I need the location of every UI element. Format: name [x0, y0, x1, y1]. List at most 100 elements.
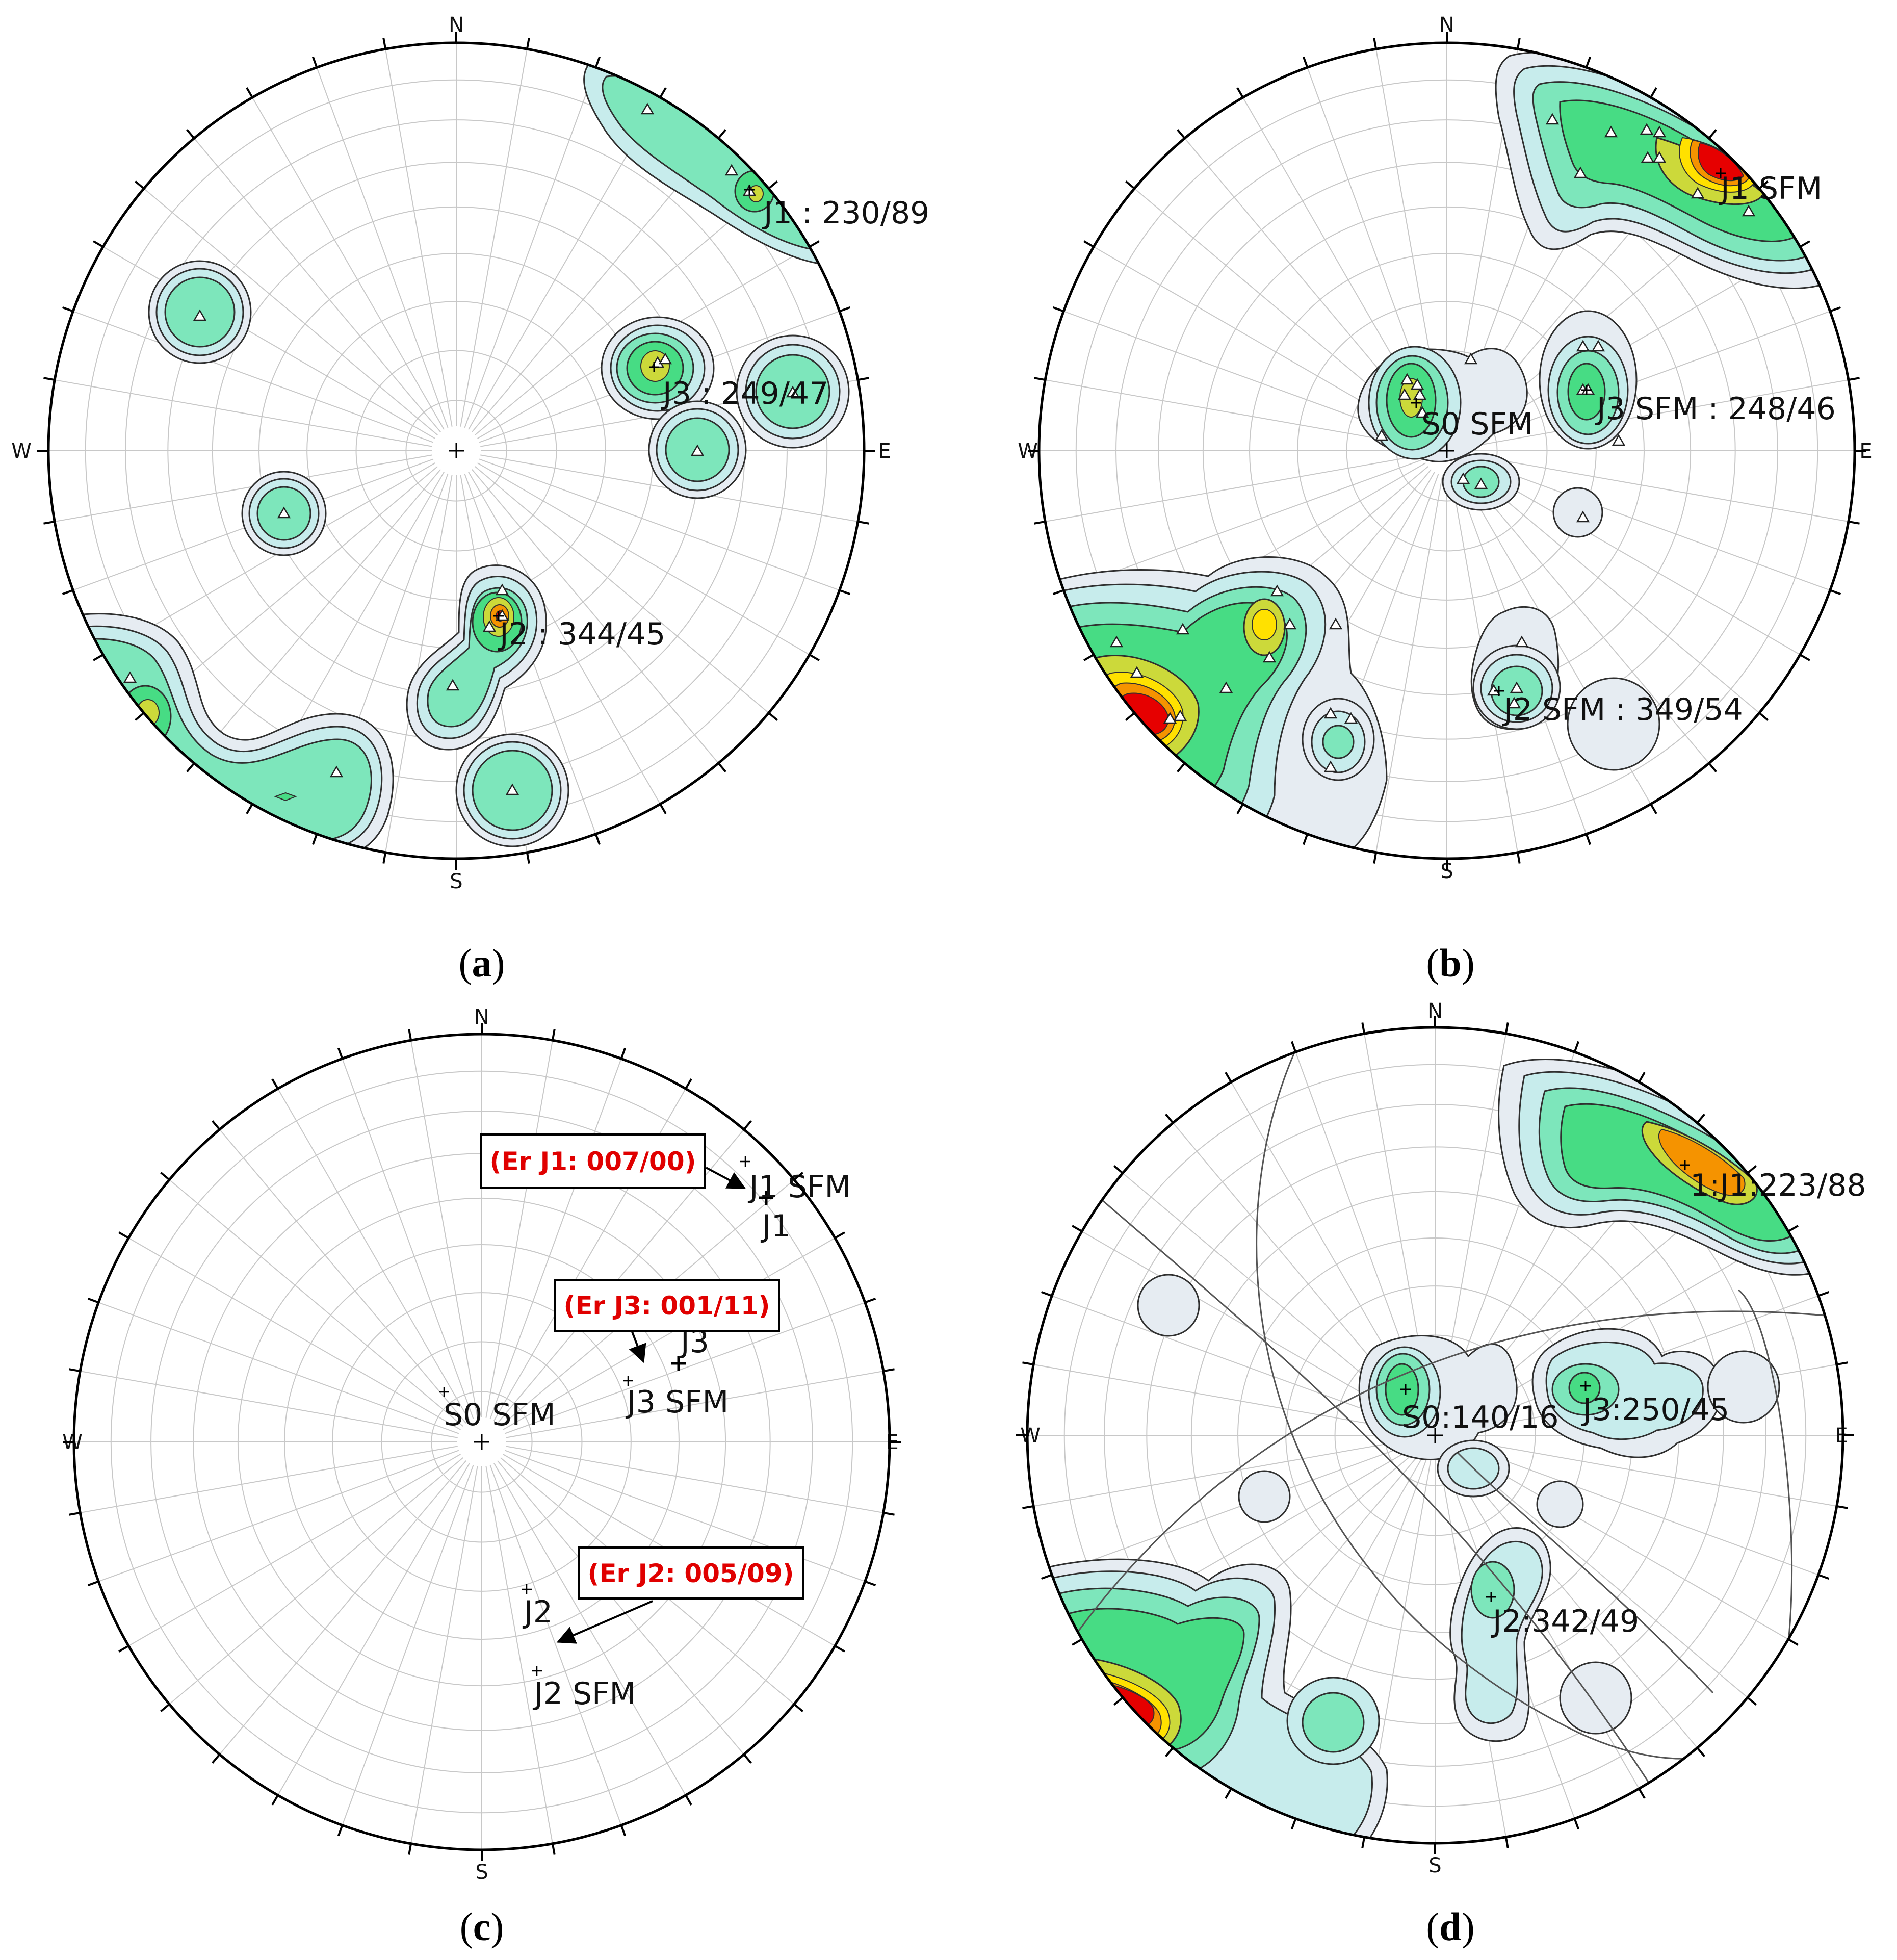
rim-tick: [717, 762, 726, 772]
rim-tick: [839, 589, 851, 596]
grid-radial: [1462, 469, 1709, 764]
rim-tick: [87, 1580, 99, 1587]
rim-tick: [186, 129, 195, 139]
pole-triangle-icon: [1641, 151, 1655, 163]
grid-radial: [1063, 458, 1424, 591]
pole-triangle-icon: [495, 583, 509, 596]
rim-tick: [186, 762, 195, 772]
contour-cluster-sw: [1039, 556, 1388, 859]
rim-tick: [1504, 1022, 1509, 1034]
pole-triangle-icon: [1640, 123, 1654, 135]
grid-radial: [169, 1179, 463, 1427]
set-labels: J1 : 230/89 J3 : 249/47 J2 : 344/45: [498, 195, 929, 652]
grid-radial: [1471, 379, 1849, 447]
rim-tick: [1290, 1041, 1297, 1052]
grid-radial: [472, 469, 719, 764]
grid-radial: [1469, 458, 1831, 591]
pole-triangle-icon: [1219, 681, 1233, 693]
error-box-j1: (Er J1: 007/00): [480, 1133, 746, 1189]
rim-tick: [69, 1368, 81, 1373]
rim-tick: [1083, 240, 1095, 248]
grid-radial: [316, 67, 449, 428]
error-text-j2: (Er J2: 005/09): [588, 1559, 794, 1588]
rim-tick: [1573, 1041, 1580, 1052]
pole-triangle-icon: [1344, 712, 1358, 724]
great-circles: [1070, 1040, 1826, 1836]
rim-tick: [93, 654, 104, 661]
grid-radial: [54, 454, 432, 522]
rim-tick: [1585, 56, 1592, 68]
grid-radial: [385, 475, 453, 853]
rim-tick: [594, 834, 601, 845]
pole-triangle-icon: [1173, 709, 1187, 721]
rim-tick: [1022, 1361, 1034, 1366]
rim-tick: [1302, 834, 1309, 845]
pole-triangle-icon: [1415, 406, 1430, 418]
grid-radial: [1471, 454, 1849, 522]
contour-cluster-j3: [1531, 1328, 1780, 1458]
contour-cluster-nw: [148, 260, 252, 364]
rim-tick: [839, 306, 851, 313]
grid-radial: [385, 48, 453, 427]
pole-triangle-icon: [1400, 373, 1414, 385]
rim-tick: [135, 180, 145, 190]
rim-tick: [594, 56, 601, 68]
rim-tick: [212, 1120, 221, 1130]
grid-radial: [1468, 462, 1801, 655]
grid-radial: [194, 469, 441, 764]
contour-cluster-j2: [1449, 1527, 1551, 1742]
contour-cluster-j1: [1498, 1058, 1843, 1276]
compass-south: S: [450, 870, 462, 893]
label-j1: J1 : 230/89: [762, 195, 929, 231]
rim-tick: [1818, 1291, 1830, 1297]
grid-radial: [194, 138, 441, 432]
mean-pole-crosses: [1411, 168, 1726, 696]
rim-tick: [1848, 520, 1860, 525]
pole-triangle-icon: [1612, 434, 1626, 446]
rim-tick: [1225, 1788, 1232, 1799]
grid-radial: [72, 311, 434, 443]
rim-tick: [311, 56, 318, 68]
pole-triangle-icon: [1410, 378, 1424, 390]
caption-c: (c): [460, 1904, 504, 1949]
rim-tick: [865, 1297, 876, 1304]
compass-east: E: [878, 440, 891, 463]
rim-tick: [1848, 377, 1860, 381]
stereonet-panel-c: J1 SFM J1 J3 J3 SFM S0 SFM J2 J2 SFM (Er…: [62, 1005, 901, 1949]
stereonet-panel-d: N S E W 1:J1:223/88 J3:250/45 S0:140/16 …: [1016, 999, 1866, 1949]
grid-radial: [277, 1088, 470, 1421]
label-s0: S0:140/16: [1402, 1400, 1559, 1435]
rim-tick: [1836, 1505, 1848, 1509]
pole-triangle-icon: [1691, 187, 1705, 199]
rim-tick: [809, 654, 820, 661]
grid-radial: [489, 1058, 622, 1420]
grid-radial: [479, 458, 840, 591]
rim-tick: [1225, 1072, 1232, 1083]
error-text-j3: (Er J3: 001/11): [564, 1291, 770, 1321]
grid-radial: [1033, 1364, 1411, 1432]
pole-crosses: [439, 1156, 773, 1676]
grid-radial: [342, 1464, 474, 1826]
grid-radial: [1459, 1439, 1837, 1507]
label-j3-sfm: J3 SFM: [625, 1384, 729, 1420]
rim-tick: [620, 1047, 627, 1059]
rim-tick: [1787, 1638, 1799, 1646]
rim-tick: [834, 1645, 845, 1653]
grid-radial: [485, 1040, 553, 1418]
grid-radial: [410, 1040, 478, 1418]
rim-tick: [1799, 654, 1810, 661]
rim-tick: [246, 803, 253, 814]
rim-tick: [1650, 87, 1657, 98]
grid-radial: [98, 1450, 459, 1582]
pole-triangle-icon: [1270, 584, 1284, 597]
rim-tick: [659, 803, 667, 814]
pole-triangle-icon: [1323, 707, 1338, 719]
label-j3: J3 : 249/47: [661, 376, 828, 411]
rim-tick: [1708, 129, 1717, 139]
pole-triangle-icon: [724, 164, 739, 176]
rim-tick: [1373, 852, 1378, 864]
grid-radial: [1458, 1443, 1819, 1576]
rim-tick: [1052, 306, 1064, 313]
rim-tick: [883, 1511, 895, 1516]
pole-triangle-icon: [1329, 617, 1343, 630]
